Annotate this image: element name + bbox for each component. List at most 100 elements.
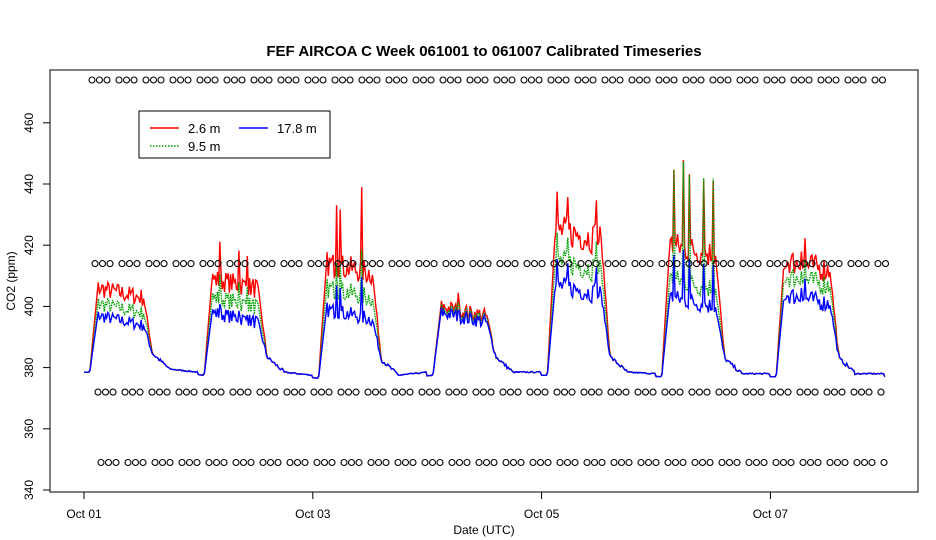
calibration-marker: [106, 260, 114, 268]
calibration-marker: [553, 388, 561, 396]
calibration-marker: [568, 388, 576, 396]
calibration-marker: [91, 260, 99, 268]
calibration-marker: [209, 388, 218, 396]
calibration-marker: [169, 76, 177, 84]
calibration-marker: [271, 388, 279, 396]
calibration-marker: [563, 458, 572, 467]
calibration-marker: [257, 76, 266, 84]
calibration-marker: [479, 388, 488, 396]
calibration-marker: [436, 458, 444, 467]
calibration-marker: [347, 458, 356, 467]
calibration-marker: [355, 458, 363, 467]
calibration-marker: [109, 388, 117, 396]
calibration-marker: [857, 388, 866, 396]
calibration-marker: [293, 458, 302, 467]
y-tick-label: 380: [22, 357, 36, 377]
calibration-marker: [502, 458, 510, 467]
calibration-marker: [493, 76, 501, 84]
calibration-marker: [727, 260, 735, 268]
calibration-marker: [635, 76, 644, 84]
calibration-marker: [145, 260, 153, 268]
calibration-marker: [103, 76, 111, 84]
calibration-marker: [199, 260, 207, 268]
calibration-marker: [877, 388, 885, 396]
calibration-marker: [799, 458, 807, 467]
calibration-marker: [881, 260, 890, 268]
calibration-marker: [644, 458, 653, 467]
calibration-marker: [616, 76, 624, 84]
calibration-marker: [682, 76, 690, 84]
calibration-marker: [97, 458, 105, 467]
calibration-marker: [452, 388, 461, 396]
calibration-marker: [136, 388, 144, 396]
calibration-marker: [695, 388, 704, 396]
calibration-marker: [712, 260, 720, 268]
calibration-marker: [331, 76, 339, 84]
calibration-marker: [122, 76, 131, 84]
calibration-marker: [266, 458, 275, 467]
calibration-marker: [292, 76, 300, 84]
calibration-marker: [176, 76, 185, 84]
calibration-marker: [155, 388, 164, 396]
calibration-marker: [371, 388, 380, 396]
calibration-marker: [322, 260, 330, 268]
calibration-marker: [94, 388, 102, 396]
calibration-marker: [698, 458, 707, 467]
calibration-marker: [628, 76, 636, 84]
calibration-marker: [286, 458, 294, 467]
calibration-marker: [517, 458, 525, 467]
calibration-marker: [361, 260, 369, 268]
calibration-marker: [529, 458, 537, 467]
calibration-marker: [796, 388, 804, 396]
calibration-marker: [112, 458, 120, 467]
calibration-marker: [196, 76, 204, 84]
calibration-marker: [749, 388, 758, 396]
calibration-marker: [763, 76, 771, 84]
calibration-marker: [757, 388, 765, 396]
calibration-marker: [574, 76, 582, 84]
calibration-marker: [233, 260, 242, 268]
calibration-marker: [253, 260, 261, 268]
calibration-marker: [641, 388, 650, 396]
calibration-marker: [658, 260, 666, 268]
calibration-marker: [781, 260, 789, 268]
calibration-marker: [274, 458, 282, 467]
calibration-marker: [634, 388, 642, 396]
calibration-marker: [604, 260, 612, 268]
calibration-marker: [668, 388, 677, 396]
calibration-marker: [160, 260, 168, 268]
calibration-marker: [337, 388, 345, 396]
calibration-marker: [139, 458, 147, 467]
calibration-marker: [376, 260, 384, 268]
calibration-marker: [592, 260, 600, 268]
calibration-marker: [205, 458, 213, 467]
calibration-marker: [523, 260, 531, 268]
calibration-marker: [238, 76, 246, 84]
calibration-marker: [230, 76, 239, 84]
calibration-marker: [817, 76, 825, 84]
calibration-marker: [760, 458, 768, 467]
calibration-marker: [509, 458, 518, 467]
calibration-marker: [544, 458, 552, 467]
calibration-marker: [514, 388, 522, 396]
calibration-marker: [820, 260, 828, 268]
calibration-marker: [433, 388, 441, 396]
calibration-marker: [533, 388, 542, 396]
calibration-marker: [811, 388, 819, 396]
calibration-marker: [832, 76, 840, 84]
calibration-marker: [878, 76, 887, 84]
calibration-marker: [439, 76, 447, 84]
calibration-marker: [565, 260, 573, 268]
calibration-marker: [182, 388, 191, 396]
calibration-marker: [718, 458, 726, 467]
calibration-marker: [260, 260, 269, 268]
calibration-marker: [344, 388, 353, 396]
x-tick-label: Oct 03: [295, 507, 331, 521]
calibration-marker: [395, 260, 404, 268]
calibration-marker: [401, 458, 410, 467]
calibration-marker: [455, 458, 464, 467]
series-line-9-5m: [84, 161, 886, 379]
calibration-marker: [850, 388, 858, 396]
calibration-marker: [814, 458, 822, 467]
calibration-marker: [536, 458, 545, 467]
